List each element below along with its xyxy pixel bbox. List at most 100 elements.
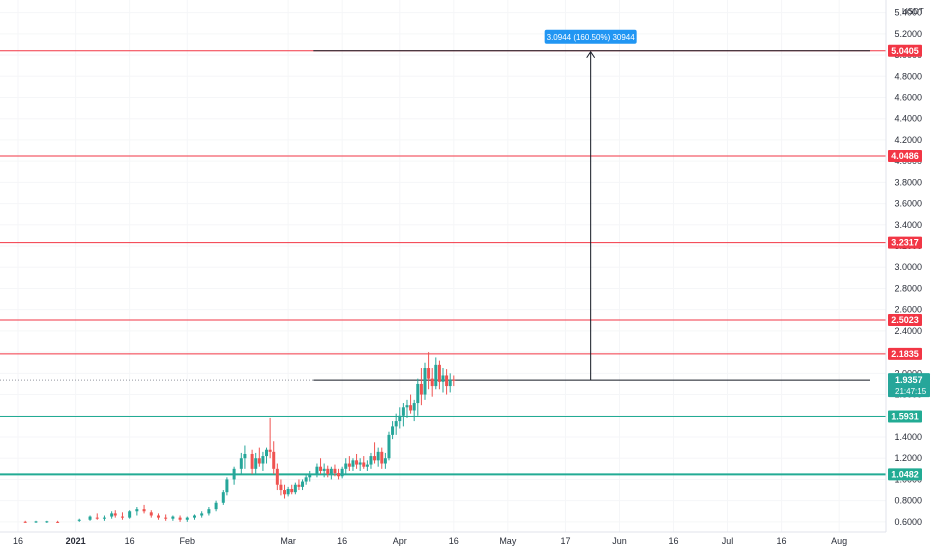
candle-body xyxy=(192,515,196,518)
candle-body xyxy=(347,463,351,467)
candle-body xyxy=(387,434,391,459)
candle xyxy=(380,447,384,469)
candle xyxy=(113,510,117,518)
candle xyxy=(416,378,420,416)
price-axis[interactable]: USDT 0.60000.80001.00001.20001.40001.600… xyxy=(885,0,932,532)
candle-body xyxy=(329,468,333,475)
candle xyxy=(308,470,312,482)
price-unit-label: USDT xyxy=(902,7,924,16)
countdown-label: 21:47:15 xyxy=(895,387,927,396)
candle xyxy=(164,514,168,521)
candle xyxy=(427,352,431,390)
x-tick-label: Jul xyxy=(722,536,734,546)
y-tick-label: 0.6000 xyxy=(894,517,922,527)
candle-body xyxy=(243,453,247,459)
candle-body xyxy=(304,477,308,482)
candle-body xyxy=(427,368,431,379)
candle-body xyxy=(164,517,168,519)
candle xyxy=(23,520,27,523)
candle xyxy=(214,500,218,512)
measure-label-box xyxy=(544,29,637,44)
candle xyxy=(257,447,261,467)
measure-arrowhead xyxy=(586,50,596,59)
x-tick-label: Mar xyxy=(280,536,296,546)
candle xyxy=(344,458,348,475)
candle xyxy=(365,460,369,471)
candle-body xyxy=(128,511,132,518)
candle xyxy=(340,466,344,479)
y-tick-label: 4.8000 xyxy=(894,71,922,81)
price-range-measure[interactable]: 3.0944 (160.50%) 30944 xyxy=(313,29,870,381)
level-price-badge xyxy=(888,44,922,57)
candle xyxy=(326,465,330,478)
candle xyxy=(351,458,355,471)
candle xyxy=(110,511,114,519)
y-tick-label: 2.6000 xyxy=(894,305,922,315)
candle xyxy=(178,515,182,522)
x-tick-label: Jun xyxy=(612,536,627,546)
candle-body xyxy=(419,383,423,395)
candle xyxy=(434,357,438,390)
candle xyxy=(369,452,373,469)
candle xyxy=(142,504,146,514)
y-tick-label: 0.8000 xyxy=(894,496,922,506)
candle-body xyxy=(250,453,254,469)
y-tick-label: 3.4000 xyxy=(894,220,922,230)
candle xyxy=(376,447,380,467)
candle-body xyxy=(56,521,60,523)
candle-body xyxy=(308,474,312,478)
candle xyxy=(391,421,395,440)
candle xyxy=(156,513,160,520)
candle xyxy=(297,479,301,491)
candle xyxy=(387,431,391,461)
level-price-badge xyxy=(888,314,922,327)
candle xyxy=(337,468,341,480)
level-price-label: 1.5931 xyxy=(891,412,919,422)
level-price-label: 2.1835 xyxy=(891,349,919,359)
candle xyxy=(319,458,323,475)
candle xyxy=(445,369,449,395)
horizontal-levels[interactable] xyxy=(0,50,886,476)
level-price-label: 4.0486 xyxy=(891,151,919,161)
candle-body xyxy=(401,407,405,416)
x-tick-label: 2021 xyxy=(66,536,86,546)
candle-body xyxy=(149,512,153,516)
level-price-badge xyxy=(888,347,922,360)
y-tick-label: 5.4000 xyxy=(894,8,922,18)
candle-body xyxy=(239,458,243,469)
level-price-badge xyxy=(888,468,922,481)
candle xyxy=(304,475,308,485)
candle xyxy=(45,520,49,523)
candle-body xyxy=(437,364,441,382)
candle xyxy=(423,362,427,400)
candle-body xyxy=(279,484,283,491)
candle xyxy=(279,479,283,496)
x-tick-label: 16 xyxy=(125,536,135,546)
candle-body xyxy=(45,521,49,523)
candle-body xyxy=(394,421,398,427)
candle-body xyxy=(232,468,236,480)
candle-body xyxy=(391,426,395,435)
candle xyxy=(34,520,38,523)
candle-body xyxy=(344,463,348,469)
candle xyxy=(102,515,106,521)
candle-body xyxy=(265,449,269,457)
candle-body xyxy=(207,509,211,514)
y-tick-label: 1.4000 xyxy=(894,432,922,442)
candle xyxy=(77,518,81,522)
candle-body xyxy=(77,519,81,521)
candle-body xyxy=(23,521,27,523)
x-tick-label: 16 xyxy=(13,536,23,546)
candle xyxy=(448,373,452,393)
candle-body xyxy=(351,460,355,467)
candle-body xyxy=(120,516,124,518)
candle-body xyxy=(355,460,359,465)
candle xyxy=(232,466,236,485)
candle xyxy=(286,486,290,497)
level-price-badge xyxy=(888,236,922,249)
candle-body xyxy=(340,468,344,477)
y-tick-label: 5.2000 xyxy=(894,29,922,39)
candle xyxy=(243,445,247,469)
time-axis[interactable]: 16 2021 16 Feb Mar 16 Apr 16 May 17 Jun 16 Jul 16 Aug xyxy=(0,531,886,546)
